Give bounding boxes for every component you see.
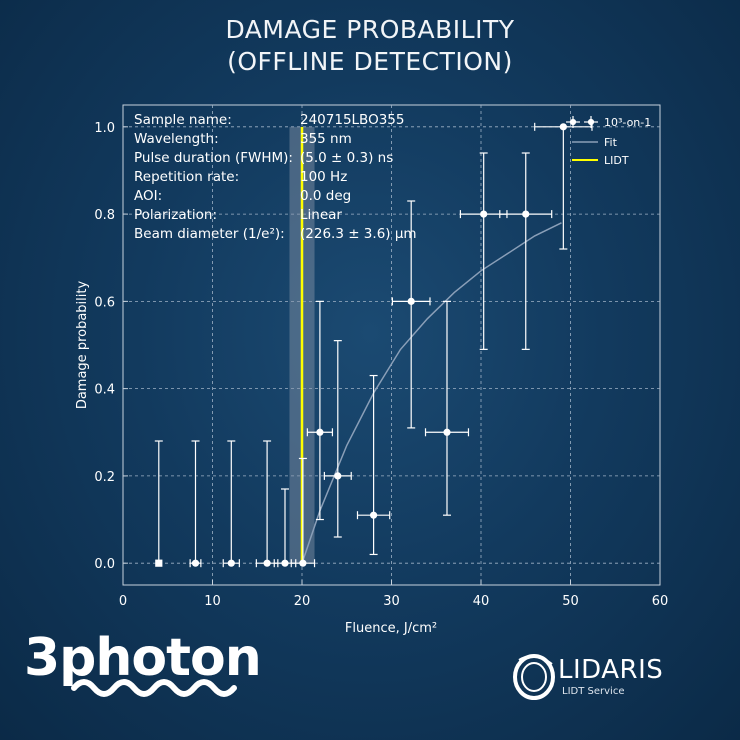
data-marker: [316, 428, 324, 436]
data-points: [154, 122, 593, 568]
data-marker: [334, 472, 342, 480]
y-tick-label: 1.0: [94, 121, 115, 136]
y-tick-label: 0.8: [94, 208, 115, 223]
data-point: [255, 440, 279, 568]
y-tick-label: 0.0: [94, 557, 115, 572]
info-block: Sample name: 240715LBO355 Wavelength: 35…: [134, 112, 417, 242]
x-tick-label: 0: [119, 594, 127, 609]
info-value-polarization: Linear: [300, 207, 342, 223]
data-marker: [407, 297, 415, 305]
info-value-reprate: 100 Hz: [300, 169, 347, 185]
x-tick-label: 30: [383, 594, 400, 609]
x-tick-label: 60: [652, 594, 669, 609]
x-tick-label: 40: [473, 594, 490, 609]
data-marker: [522, 210, 530, 218]
info-value-sample: 240715LBO355: [300, 112, 404, 128]
info-value-aoi: 0.0 deg: [300, 188, 351, 204]
info-label-sample: Sample name:: [134, 112, 232, 128]
data-point: [306, 300, 334, 521]
data-marker: [299, 559, 307, 567]
data-point: [290, 457, 316, 568]
lidaris-logo-subtitle: LIDT Service: [562, 686, 625, 697]
data-marker-square: [155, 559, 163, 567]
data-point: [154, 440, 163, 567]
data-marker: [281, 559, 289, 567]
data-point: [391, 200, 431, 429]
fit-curve-path: [301, 222, 562, 564]
data-marker: [559, 123, 567, 131]
legend-lidt-label: LIDT: [604, 154, 629, 167]
legend: 10³-on-1 Fit LIDT: [566, 116, 651, 167]
data-point: [273, 488, 297, 568]
x-tick-label: 50: [562, 594, 579, 609]
info-value-pulse: (5.0 ± 0.3) ns: [300, 150, 393, 166]
info-label-wavelength: Wavelength:: [134, 131, 219, 147]
tick-labels: 0 10 20 30 40 50 60 0.0 0.2 0.4 0.6 0.8 1.0: [94, 121, 668, 609]
y-tick-label: 0.2: [94, 470, 115, 485]
y-tick-label: 0.4: [94, 383, 115, 398]
lidaris-logo-mark: [513, 654, 555, 700]
3photon-wave-icon: [71, 679, 237, 697]
legend-points-marker: [566, 116, 598, 128]
data-marker: [191, 559, 200, 567]
info-label-aoi: AOI:: [134, 188, 162, 204]
info-label-polarization: Polarization:: [134, 207, 217, 223]
y-tick-label: 0.6: [94, 295, 115, 310]
data-point: [323, 340, 352, 538]
x-tick-label: 10: [204, 594, 221, 609]
info-value-beam: (226.3 ± 3.6) µm: [300, 226, 417, 242]
chart-title-line-1: DAMAGE PROBABILITY: [225, 15, 515, 44]
x-tick-label: 20: [294, 594, 311, 609]
data-marker: [480, 210, 488, 218]
data-point: [424, 300, 470, 516]
x-axis-label: Fluence, J/cm²: [345, 621, 437, 636]
data-point: [459, 152, 508, 350]
data-marker: [227, 559, 235, 567]
legend-fit-label: Fit: [604, 136, 618, 149]
info-value-wavelength: 355 nm: [300, 131, 352, 147]
info-label-beam: Beam diameter (1/e²):: [134, 226, 285, 242]
lidaris-logo-name: LIDARIS: [558, 655, 664, 685]
fit-curve: [301, 222, 562, 564]
data-point: [189, 440, 202, 568]
info-label-pulse: Pulse duration (FWHM):: [134, 150, 293, 166]
3photon-logo: 3photon: [24, 628, 262, 688]
data-marker: [370, 511, 378, 519]
data-point: [222, 440, 240, 568]
chart-title-line-2: (OFFLINE DETECTION): [227, 47, 513, 76]
y-axis-label: Damage probability: [75, 281, 90, 410]
data-marker: [263, 559, 271, 567]
data-point: [499, 152, 553, 350]
legend-points-label: 10³-on-1: [604, 116, 651, 129]
info-label-reprate: Repetition rate:: [134, 169, 239, 185]
data-point: [356, 374, 391, 556]
data-marker: [443, 428, 451, 436]
